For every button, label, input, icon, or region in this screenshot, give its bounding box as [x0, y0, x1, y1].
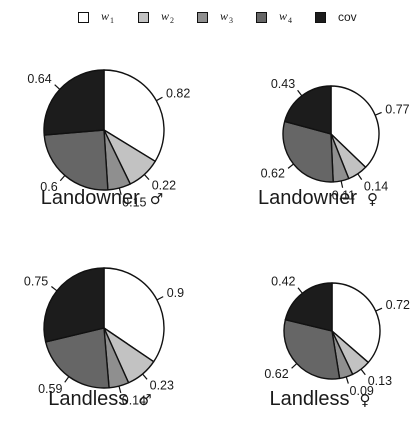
data-label-w3: 0.09: [350, 384, 374, 398]
legend-item-cov: cov: [315, 9, 357, 25]
leader-line-w3: [340, 180, 344, 188]
gender-symbol-icon: ♀: [359, 391, 371, 409]
data-label-w3: 0.15: [122, 196, 146, 210]
leader-line-cov: [51, 286, 58, 292]
data-label-w4: 0.62: [264, 367, 288, 381]
legend-label-w2: w2: [161, 9, 174, 25]
pie-title-2: Landowner ♀: [258, 187, 378, 210]
data-label-cov: 0.42: [271, 274, 295, 288]
leader-line-w1: [374, 111, 382, 116]
leader-line-w3: [345, 376, 349, 384]
pie-chart-1: 0.82 0.22 0.15 0.6 0.64: [27, 69, 190, 210]
pie-title-text: Landless: [48, 388, 129, 410]
legend-swatch-w1: [78, 11, 89, 23]
leader-line-w2: [360, 368, 366, 376]
pie-title-text: Landowner: [40, 187, 140, 209]
legend-label-w1: w1: [101, 9, 114, 25]
data-label-w1: 0.9: [167, 286, 184, 300]
leader-line-cov: [297, 89, 303, 97]
pie-slice-w4: [43, 129, 109, 191]
legend-label-subscript: 3: [229, 16, 234, 25]
leader-line-cov: [297, 287, 303, 294]
leader-line-w1: [156, 296, 164, 301]
data-label-w4: 0.59: [38, 382, 62, 396]
legend-label-text: w: [101, 9, 110, 23]
data-label-w1: 0.82: [166, 86, 190, 100]
legend-label-text: w: [279, 9, 288, 23]
gender-symbol-icon: ♂: [138, 391, 152, 409]
legend-label-subscript: 2: [170, 16, 175, 25]
pie-title-1: Landowner ♂: [41, 187, 163, 210]
pie-title-text: Landless: [269, 388, 350, 410]
leader-line-w2: [142, 373, 148, 380]
pie-chart-3: 0.9 0.23 0.14 0.59 0.75: [24, 267, 184, 408]
legend-label-subscript: 1: [110, 16, 115, 25]
leader-line-w1: [375, 307, 383, 312]
pie-slice-w4: [283, 318, 341, 380]
pie-slice-w1: [103, 267, 165, 363]
gender-symbol-icon: ♂: [149, 190, 164, 208]
legend-swatch-w3: [197, 11, 208, 23]
data-label-w2: 0.22: [152, 179, 176, 193]
legend: w1 w2 w3 w4 cov: [0, 0, 414, 28]
pie-title-4: Landless ♀: [269, 388, 370, 411]
data-label-cov: 0.64: [27, 72, 51, 86]
data-label-w2: 0.14: [364, 179, 388, 193]
leader-line-w1: [156, 96, 163, 102]
leader-line-w2: [143, 174, 150, 181]
pie-slice-cov: [283, 85, 332, 135]
pie-slice-cov: [43, 69, 105, 136]
data-label-w2: 0.13: [368, 374, 392, 388]
legend-item-w2: w2: [138, 9, 174, 25]
legend-swatch-w4: [256, 11, 267, 23]
pie-chart-2: 0.77 0.14 0.11 0.62 0.43: [261, 77, 410, 203]
legend-label-w4: w4: [279, 9, 292, 25]
data-label-w1: 0.72: [386, 298, 410, 312]
pie-slice-w1: [331, 282, 381, 364]
data-label-w3: 0.14: [122, 394, 146, 408]
pie-chart-4: 0.72 0.130.09 0.62 0.42: [264, 274, 410, 398]
legend-label-text: w: [220, 9, 229, 23]
legend-swatch-cov: [315, 11, 326, 23]
legend-swatch-w2: [138, 11, 149, 23]
leader-line-cov: [54, 84, 61, 90]
legend-label-text: cov: [338, 10, 357, 24]
legend-item-w1: w1: [78, 9, 114, 25]
legend-label-text: w: [161, 9, 170, 23]
pie-slice-w4: [44, 327, 110, 389]
leader-line-w4: [287, 163, 294, 169]
leader-line-w4: [64, 376, 70, 383]
pie-slice-cov: [43, 267, 105, 343]
data-label-cov: 0.75: [24, 275, 48, 289]
leader-line-w4: [291, 363, 298, 369]
legend-label-subscript: 4: [288, 16, 293, 25]
pie-title-text: Landowner: [258, 187, 357, 209]
data-label-w3: 0.11: [332, 189, 355, 203]
pie-title-3: Landless ♂: [48, 388, 152, 411]
data-label-w4: 0.62: [261, 166, 285, 180]
data-label-w1: 0.77: [385, 102, 409, 116]
legend-label-cov: cov: [338, 10, 357, 24]
leader-line-w3: [118, 187, 122, 195]
gender-symbol-icon: ♀: [366, 190, 378, 208]
data-label-w4: 0.6: [40, 180, 57, 194]
data-label-cov: 0.43: [271, 77, 295, 91]
pie-slice-w1: [330, 85, 380, 168]
legend-item-w3: w3: [197, 9, 233, 25]
leader-line-w4: [59, 175, 66, 182]
legend-item-w4: w4: [256, 9, 292, 25]
legend-label-w3: w3: [220, 9, 233, 25]
data-label-w2: 0.23: [150, 378, 174, 392]
leader-line-w2: [357, 173, 363, 180]
leader-line-w3: [118, 385, 122, 394]
